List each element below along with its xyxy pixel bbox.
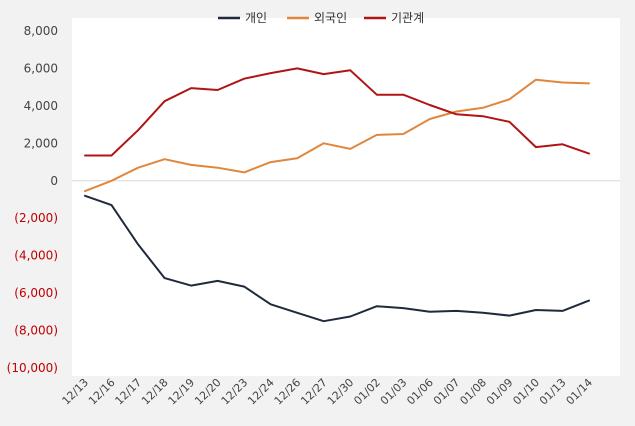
x-tick-label: 12/23 — [219, 376, 251, 408]
y-tick-label: 0 — [50, 174, 58, 188]
y-tick-label: 4,000 — [24, 99, 58, 113]
series-line-1 — [84, 194, 590, 323]
y-axis: 8,000 6,000 4,000 2,000 0 (2,000) (4,000) (6,00… — [7, 24, 58, 375]
x-tick-label: 12/20 — [192, 376, 224, 408]
x-tick-label: 01/07 — [431, 376, 463, 408]
y-tick-label: 2,000 — [24, 136, 58, 150]
x-tick-label: 12/13 — [60, 376, 92, 408]
legend-label: 외국인 — [314, 11, 347, 25]
x-axis: 12/1312/1612/1712/1812/1912/2012/2312/24… — [60, 376, 596, 408]
x-tick-label: 12/17 — [113, 376, 145, 408]
y-tick-label: (8,000) — [14, 324, 58, 338]
x-tick-label: 12/16 — [86, 376, 118, 408]
x-tick-label: 01/14 — [564, 376, 596, 408]
x-tick-label: 01/13 — [537, 376, 569, 408]
x-tick-label: 12/26 — [272, 376, 304, 408]
x-tick-label: 01/10 — [510, 376, 542, 408]
x-tick-label: 12/24 — [245, 376, 277, 408]
y-tick-label: (4,000) — [14, 249, 58, 263]
series-lines — [84, 67, 590, 323]
x-tick-label: 01/02 — [351, 376, 383, 408]
series-line-2 — [84, 78, 590, 193]
y-tick-label: (2,000) — [14, 211, 58, 225]
x-tick-label: 01/09 — [484, 376, 516, 408]
x-tick-label: 12/19 — [166, 376, 198, 408]
x-tick-label: 12/30 — [325, 376, 357, 408]
x-tick-label: 12/27 — [298, 376, 330, 408]
y-tick-label: 8,000 — [24, 24, 58, 38]
x-tick-label: 01/03 — [378, 376, 410, 408]
legend-label: 개인 — [245, 11, 267, 25]
series-line-3 — [84, 67, 590, 157]
x-tick-label: 12/18 — [139, 376, 171, 408]
y-tick-label: 6,000 — [24, 61, 58, 75]
legend: 개인 외국인 기관계 — [218, 11, 424, 25]
x-tick-label: 01/06 — [404, 376, 436, 408]
x-tick-label: 01/08 — [457, 376, 489, 408]
y-tick-label: (6,000) — [14, 286, 58, 300]
y-tick-label: (10,000) — [7, 361, 58, 375]
legend-label: 기관계 — [391, 11, 424, 25]
